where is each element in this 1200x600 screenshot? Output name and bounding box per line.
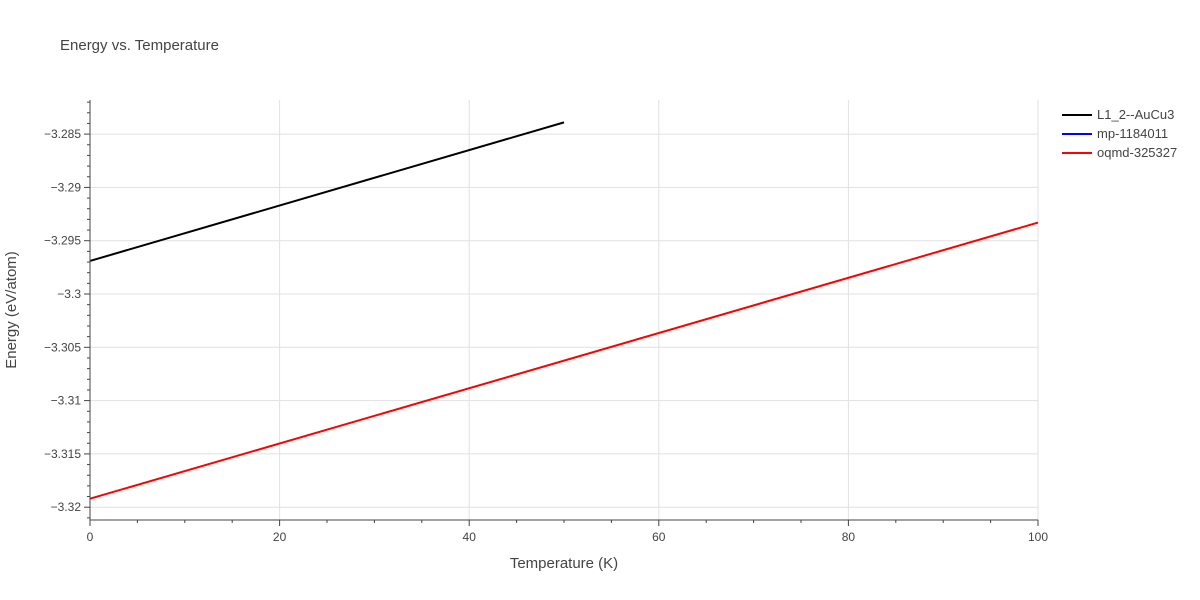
x-tick-label: 40 xyxy=(463,530,477,544)
x-tick-label: 0 xyxy=(87,530,94,544)
axis-layer: 0 20 40 60 80 100 −3.32 −3.315 −3.31 −3.305 −3.3 −3… xyxy=(44,100,1048,544)
series-layer xyxy=(89,121,1039,500)
y-tick-label: −3.31 xyxy=(51,394,82,408)
y-tick-label: −3.32 xyxy=(51,500,82,514)
y-tick-label: −3.3 xyxy=(57,287,81,301)
y-tick-label: −3.29 xyxy=(51,180,82,194)
y-tick-label: −3.295 xyxy=(44,234,81,248)
legend-label-1: mp-1184011 xyxy=(1097,126,1168,141)
grid-layer xyxy=(89,100,1039,520)
legend-label-2: oqmd-325327 xyxy=(1097,145,1177,160)
legend: L1_2--AuCu3 mp-1184011 oqmd-325327 xyxy=(1062,107,1177,160)
y-axis-title: Energy (eV/atom) xyxy=(3,251,20,369)
y-tick-label: −3.305 xyxy=(44,340,81,354)
x-axis-title: Temperature (K) xyxy=(510,555,618,572)
legend-label-0: L1_2--AuCu3 xyxy=(1097,107,1174,122)
x-tick-label: 20 xyxy=(273,530,287,544)
series-line-2 xyxy=(89,221,1039,500)
x-tick-label: 100 xyxy=(1028,530,1048,544)
series-line-0 xyxy=(89,121,565,262)
x-tick-label: 80 xyxy=(842,530,856,544)
y-tick-label: −3.315 xyxy=(44,447,81,461)
chart-title: Energy vs. Temperature xyxy=(60,37,219,54)
x-tick-label: 60 xyxy=(652,530,666,544)
y-tick-label: −3.285 xyxy=(44,127,81,141)
